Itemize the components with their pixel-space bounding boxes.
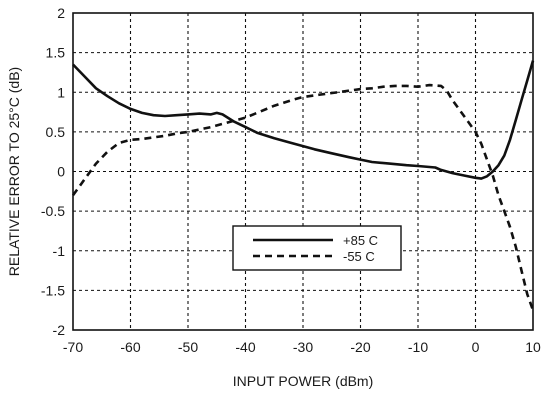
y-tick-label: -1.5 [41, 282, 65, 298]
y-tick-label: -2 [53, 322, 66, 338]
x-tick-label: -50 [178, 339, 198, 355]
y-tick-label: -1 [53, 243, 66, 259]
legend-label-1: +85 C [343, 233, 378, 248]
legend-label-2: -55 C [343, 249, 375, 264]
y-tick-label: 0.5 [46, 124, 66, 140]
x-tick-label: 10 [525, 339, 541, 355]
y-tick-label: -0.5 [41, 203, 65, 219]
x-tick-label: -10 [408, 339, 428, 355]
y-tick-label: 1 [57, 84, 65, 100]
y-tick-label: 2 [57, 5, 65, 21]
y-axis-label: RELATIVE ERROR TO 25°C (dB) [6, 67, 22, 276]
x-tick-label: -40 [235, 339, 255, 355]
legend: +85 C-55 C [233, 226, 401, 270]
x-axis-label: INPUT POWER (dBm) [233, 373, 374, 389]
y-tick-label: 1.5 [46, 45, 66, 61]
x-tick-label: -70 [63, 339, 83, 355]
x-tick-label: 0 [472, 339, 480, 355]
y-tick-label: 0 [57, 164, 65, 180]
x-tick-label: -30 [293, 339, 313, 355]
x-tick-label: -60 [120, 339, 140, 355]
x-tick-label: -20 [350, 339, 370, 355]
